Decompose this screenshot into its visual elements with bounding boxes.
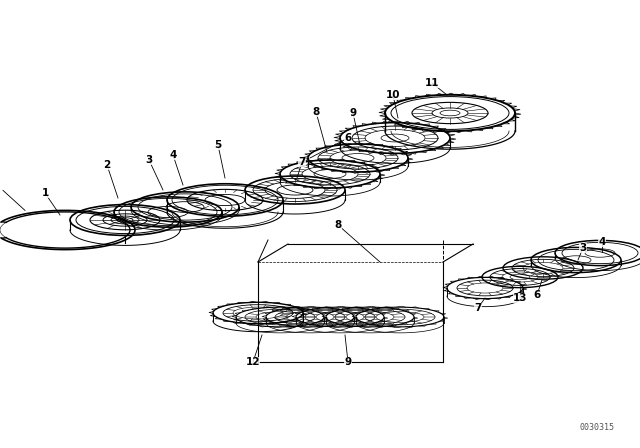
Text: 9: 9 [349, 108, 356, 118]
Text: 6: 6 [344, 133, 351, 143]
Text: 3: 3 [145, 155, 152, 165]
Text: 12: 12 [246, 357, 260, 367]
Text: 7: 7 [298, 157, 306, 167]
Text: 1: 1 [42, 188, 49, 198]
Text: 3: 3 [579, 243, 587, 253]
Text: 13: 13 [513, 293, 527, 303]
Text: 0030315: 0030315 [580, 423, 615, 432]
Text: 4: 4 [170, 150, 177, 160]
Text: 5: 5 [214, 140, 221, 150]
Text: 9: 9 [344, 357, 351, 367]
Text: 8: 8 [312, 107, 319, 117]
Text: 7: 7 [474, 303, 482, 313]
Text: 6: 6 [533, 290, 541, 300]
Text: 2: 2 [104, 160, 111, 170]
Text: 4: 4 [598, 237, 605, 247]
Text: 10: 10 [386, 90, 400, 100]
Text: 8: 8 [334, 220, 342, 230]
Text: 11: 11 [425, 78, 439, 88]
